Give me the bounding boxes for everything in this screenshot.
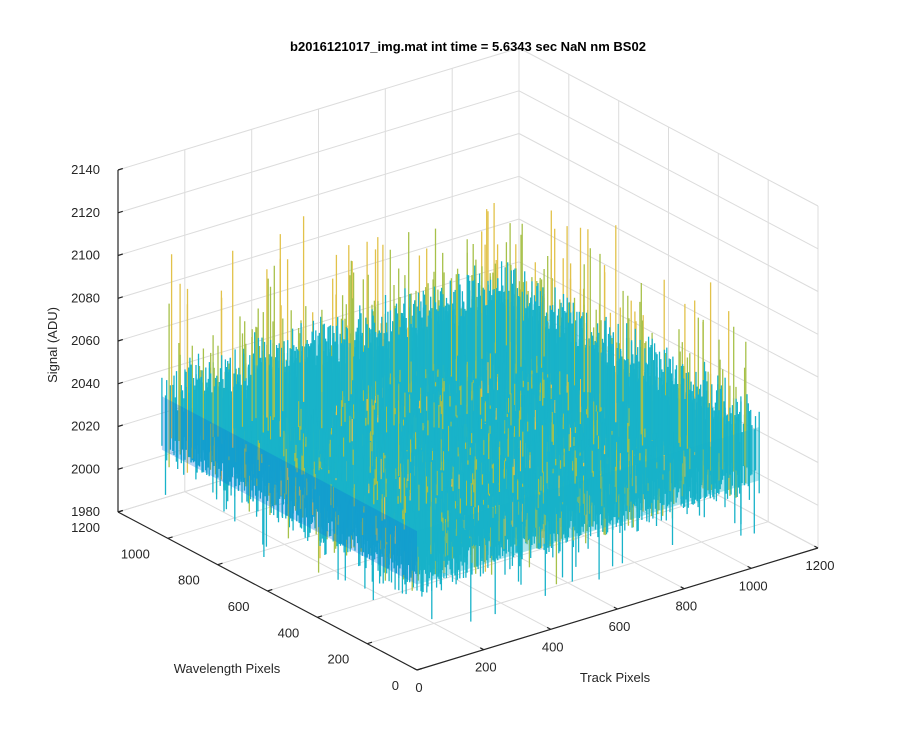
grid-line [518,47,819,207]
grid-line [518,133,819,292]
grid-line [117,261,520,385]
grid-line [518,261,819,421]
grid-line [518,218,819,378]
grid-line [117,133,520,256]
grid-line [117,218,520,342]
grid-line [117,175,520,299]
grid-line [518,90,819,250]
grid-line [117,90,520,214]
grid-line [367,521,769,645]
surface [161,203,760,622]
grid-line [117,47,520,171]
grid-line [518,175,819,335]
